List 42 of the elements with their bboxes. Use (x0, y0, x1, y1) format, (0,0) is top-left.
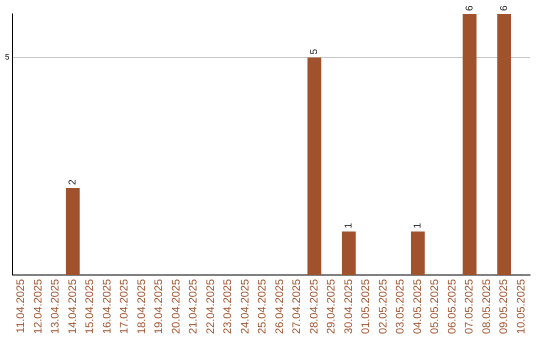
x-tick-label: 04.05.2025 (412, 278, 424, 334)
x-tick-label: 08.05.2025 (480, 278, 493, 334)
x-tick-label: 24.04.2025 (239, 278, 252, 334)
x-tick-label: 14.04.2025 (66, 278, 79, 334)
data-label: 1 (344, 222, 355, 228)
data-label: 2 (68, 178, 79, 185)
x-tick-label: 15.04.2025 (84, 278, 96, 334)
x-tick-label: 01.05.2025 (360, 278, 372, 334)
x-tick-label: 11.04.2025 (15, 278, 28, 334)
x-tick-label: 28.04.2025 (308, 278, 320, 334)
bar (66, 188, 80, 275)
data-label: 5 (309, 48, 320, 54)
x-tick-label: 12.04.2025 (32, 278, 44, 334)
bar (410, 231, 425, 275)
x-tick-label: 22.04.2025 (204, 278, 217, 334)
data-label: 6 (464, 5, 476, 11)
bar (497, 14, 512, 275)
x-tick-label: 02.05.2025 (377, 278, 390, 334)
data-label: 6 (498, 5, 510, 11)
x-tick-label: 07.05.2025 (464, 278, 476, 334)
x-tick-label: 06.05.2025 (446, 278, 458, 334)
bar (342, 231, 356, 275)
x-tick-label: 30.04.2025 (342, 278, 355, 334)
x-tick-label: 10.05.2025 (515, 278, 528, 334)
x-tick-label: 25.04.2025 (256, 278, 269, 334)
x-tick-label: 20.04.2025 (170, 278, 182, 334)
data-label: 1 (412, 222, 424, 228)
bar (307, 57, 322, 275)
x-tick-label: 13.04.2025 (50, 278, 62, 334)
x-tick-label: 16.04.2025 (101, 278, 114, 334)
x-tick-label: 21.04.2025 (188, 278, 200, 334)
x-tick-label: 23.04.2025 (222, 278, 234, 334)
x-tick-label: 27.04.2025 (291, 278, 304, 334)
x-tick-label: 09.05.2025 (498, 278, 510, 334)
x-tick-label: 19.04.2025 (153, 278, 166, 334)
x-tick-label: 05.05.2025 (429, 278, 442, 334)
x-tick-label: 03.05.2025 (394, 278, 407, 334)
x-tick-label: 17.04.2025 (118, 278, 131, 334)
x-tick-label: 29.04.2025 (326, 278, 338, 334)
bar (462, 14, 477, 275)
x-tick-label: 26.04.2025 (274, 278, 286, 334)
x-tick-label: 18.04.2025 (136, 278, 148, 334)
